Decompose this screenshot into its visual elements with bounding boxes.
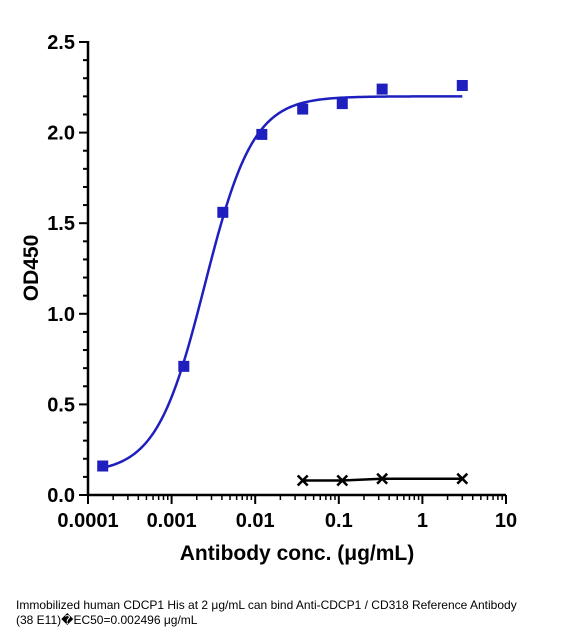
data-point-square — [456, 79, 468, 91]
fit-curves — [102, 95, 463, 482]
y-tick-label: 1.5 — [47, 213, 75, 235]
figure-caption: Immobilized human CDCP1 His at 2 μg/mL c… — [16, 598, 517, 627]
y-axis-title: OD450 — [20, 235, 43, 302]
fit-curve — [102, 95, 463, 469]
y-tick-label: 2.5 — [47, 32, 75, 54]
tick-labels: 0.0 0.5 1.0 1.5 2.0 2.5 0.0001 0.001 0.01 0.1 1 10 — [47, 32, 517, 532]
data-point-x — [296, 474, 309, 487]
data-point-square — [97, 460, 109, 472]
data-point-square — [217, 206, 229, 218]
x-tick-label: 10 — [495, 510, 517, 532]
data-point-x — [376, 472, 389, 485]
axes — [79, 41, 507, 504]
series-line — [302, 477, 463, 482]
y-tick-label: 2.0 — [47, 123, 75, 145]
y-tick-label: 0.0 — [47, 485, 75, 507]
data-points — [97, 79, 469, 487]
chart: 0.00.51.01.52.02.50.0001 0.001 0.01 0.1 1 10 … — [20, 32, 517, 565]
y-tick-label: 1.0 — [47, 304, 75, 326]
data-point-square — [376, 83, 388, 95]
y-tick-label: 0.5 — [47, 394, 75, 416]
data-point-x — [456, 472, 469, 485]
x-axis-title: Antibody conc. (μg/mL) — [180, 542, 415, 565]
data-point-square — [256, 128, 268, 140]
data-point-x — [336, 474, 349, 487]
data-point-square — [336, 98, 348, 110]
x-tick-label: 0.01 — [236, 510, 275, 532]
data-point-square — [178, 360, 190, 372]
x-tick-label: 0.0001 — [57, 510, 118, 532]
x-tick-label: 1 — [417, 510, 428, 532]
x-tick-label: 0.1 — [325, 510, 353, 532]
x-tick-label: 0.001 — [147, 510, 197, 532]
data-point-square — [297, 103, 309, 115]
